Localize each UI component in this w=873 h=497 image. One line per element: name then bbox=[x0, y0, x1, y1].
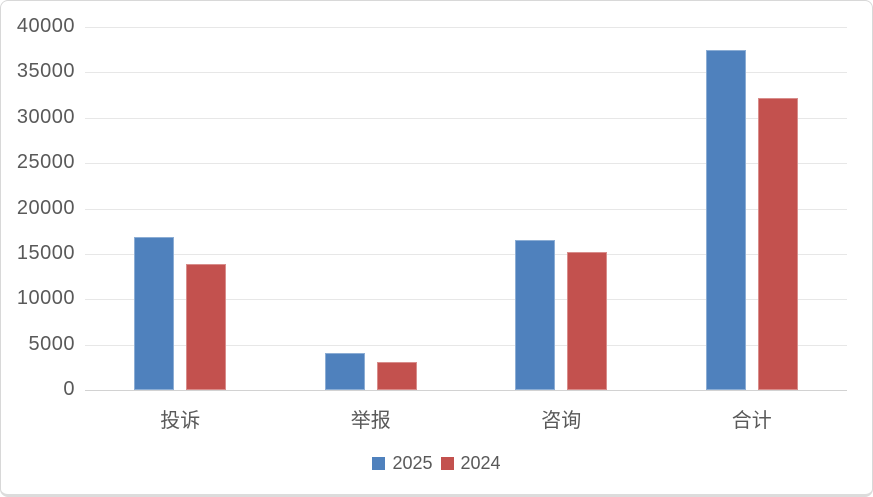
x-category-label: 举报 bbox=[350, 410, 391, 432]
y-tick-label: 30000 bbox=[16, 105, 75, 128]
bar-2025-cat2 bbox=[515, 240, 556, 390]
x-axis-line bbox=[85, 390, 847, 391]
bar-2025-cat3 bbox=[705, 49, 746, 390]
legend-label: 2025 bbox=[392, 453, 433, 473]
y-tick-label: 0 bbox=[63, 378, 75, 401]
bar-2025-cat0 bbox=[134, 236, 175, 390]
legend-swatch-icon bbox=[372, 457, 386, 470]
x-category-label: 投诉 bbox=[160, 410, 201, 432]
gridline bbox=[85, 208, 847, 210]
y-tick-label: 20000 bbox=[16, 196, 75, 219]
y-tick-label: 25000 bbox=[16, 151, 75, 174]
bar-2024-cat0 bbox=[186, 263, 227, 390]
bar-2024-cat2 bbox=[567, 252, 608, 390]
legend-label: 2024 bbox=[460, 453, 501, 473]
legend-item-2024: 2024 bbox=[440, 453, 501, 474]
gridline bbox=[85, 344, 847, 346]
y-tick-label: 10000 bbox=[16, 287, 75, 310]
gridline bbox=[85, 299, 847, 301]
gridline bbox=[85, 253, 847, 255]
y-tick-label: 15000 bbox=[16, 241, 75, 264]
legend-item-2025: 2025 bbox=[372, 453, 433, 474]
bar-2024-cat1 bbox=[376, 361, 417, 390]
gridline bbox=[85, 27, 847, 28]
y-tick-label: 5000 bbox=[28, 332, 75, 355]
gridline bbox=[85, 163, 847, 165]
bar-2025-cat1 bbox=[324, 352, 365, 390]
x-category-label: 咨询 bbox=[541, 410, 582, 432]
gridline bbox=[85, 72, 847, 74]
x-category-label: 合计 bbox=[731, 410, 772, 432]
legend: 2025 2024 bbox=[1, 453, 872, 474]
gridline bbox=[85, 117, 847, 119]
y-tick-label: 35000 bbox=[16, 60, 75, 83]
legend-swatch-icon bbox=[440, 457, 454, 470]
bar-2024-cat3 bbox=[757, 97, 798, 390]
y-tick-label: 40000 bbox=[16, 15, 75, 38]
